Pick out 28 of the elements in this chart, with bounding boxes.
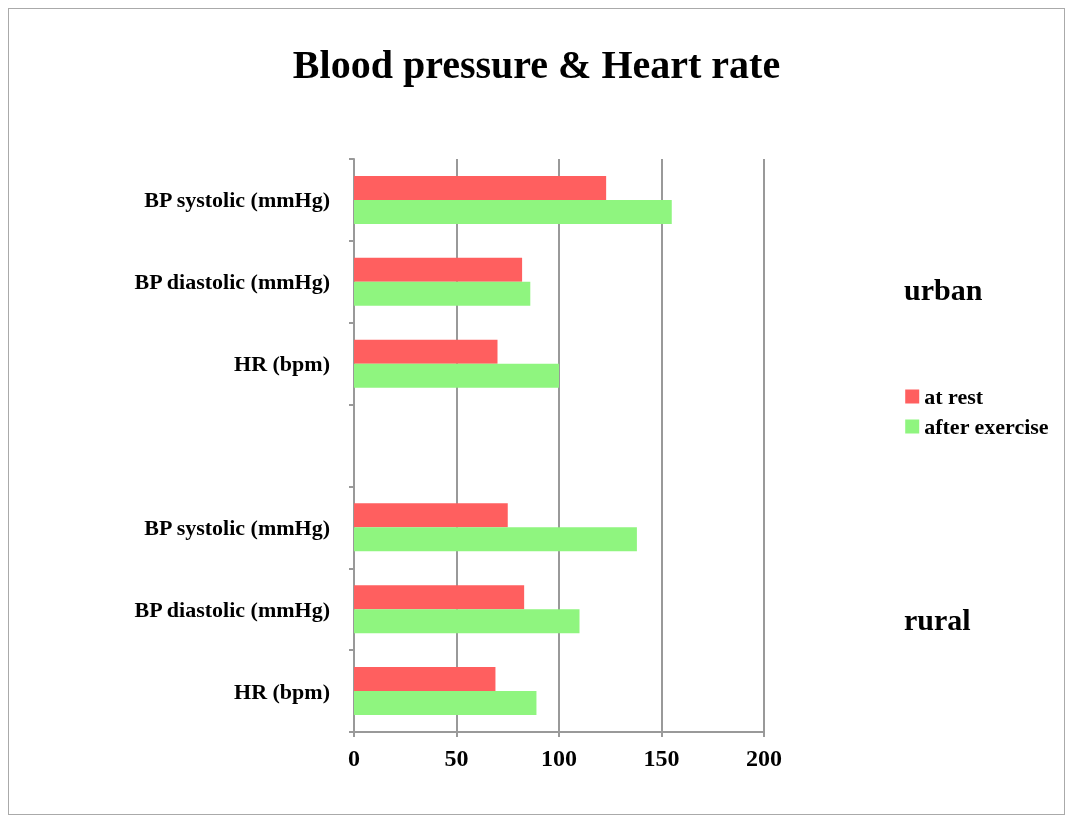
legend-label: at rest xyxy=(924,384,984,409)
y-tick-label: BP systolic (mmHg) xyxy=(144,187,330,213)
x-tick-label: 100 xyxy=(541,745,577,771)
x-tick-label: 200 xyxy=(746,745,782,771)
bar xyxy=(354,585,525,610)
bar xyxy=(354,691,537,716)
bar xyxy=(354,199,672,224)
bar xyxy=(354,257,523,282)
y-tick-label: BP systolic (mmHg) xyxy=(144,514,330,540)
bar xyxy=(354,175,607,200)
x-tick-label: 150 xyxy=(643,745,680,771)
text: rural xyxy=(904,603,971,637)
y-tick-label: BP diastolic (mmHg) xyxy=(134,269,330,295)
x-tick-label: 0 xyxy=(348,745,360,771)
legend-label: after exercise xyxy=(924,414,1049,439)
bar xyxy=(354,503,508,528)
y-tick-label: HR (bpm) xyxy=(234,678,330,704)
bar xyxy=(354,667,496,692)
chart-title: Blood pressure & Heart rate xyxy=(292,41,781,87)
y-tick-label: BP diastolic (mmHg) xyxy=(134,596,330,622)
bar xyxy=(354,281,531,306)
text: urban xyxy=(904,273,983,307)
x-tick-label: 50 xyxy=(444,745,469,771)
y-tick-label: HR (bpm) xyxy=(234,351,330,377)
bar xyxy=(354,339,498,364)
bar xyxy=(354,363,559,388)
bar xyxy=(354,609,580,634)
bar xyxy=(354,527,637,552)
